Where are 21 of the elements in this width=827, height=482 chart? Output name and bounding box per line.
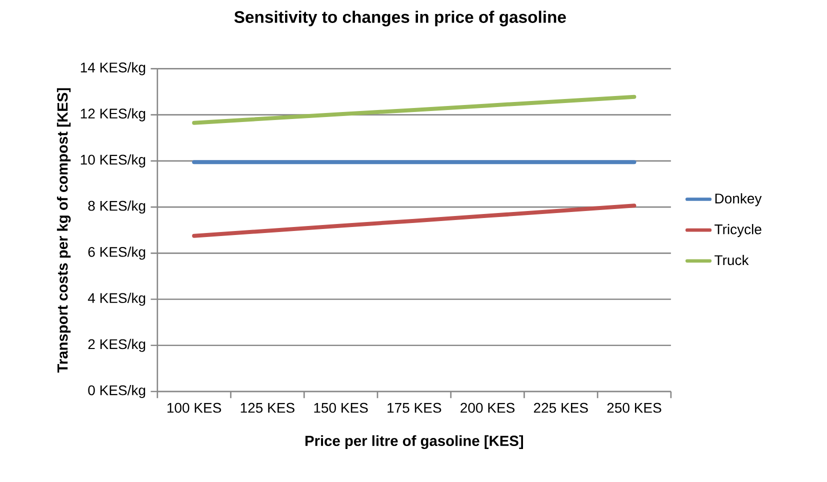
legend-label: Donkey <box>715 193 762 206</box>
y-tick-label: 14 KES/kg <box>80 62 146 76</box>
y-tick-label: 12 KES/kg <box>80 108 146 122</box>
x-tick-label: 225 KES <box>534 402 588 413</box>
y-axis-title: Transport costs per kg of compost [KES] <box>56 88 71 372</box>
y-tick-label: 4 KES/kg <box>88 292 146 306</box>
legend-label: Tricycle <box>714 224 762 237</box>
x-tick-label: 200 KES <box>460 402 515 413</box>
x-tick-label: 150 KES <box>314 402 368 413</box>
y-tick-label: 6 KES/kg <box>88 246 146 260</box>
x-tick-label: 250 KES <box>607 402 662 413</box>
x-axis-title: Price per litre of gasoline [KES] <box>305 435 523 449</box>
y-tick-label: 2 KES/kg <box>88 338 146 352</box>
chart-title: Sensitivity to changes in price of gasoline <box>234 10 566 26</box>
x-tick-label: 125 KES <box>240 402 294 413</box>
legend-label: Truck <box>714 254 749 266</box>
y-tick-label: 8 KES/kg <box>88 200 146 214</box>
x-tick-label: 175 KES <box>388 402 442 413</box>
y-tick-label: 10 KES/kg <box>80 154 146 168</box>
x-tick-label: 100 KES <box>168 402 222 413</box>
y-tick-label: 0 KES/kg <box>88 384 146 398</box>
